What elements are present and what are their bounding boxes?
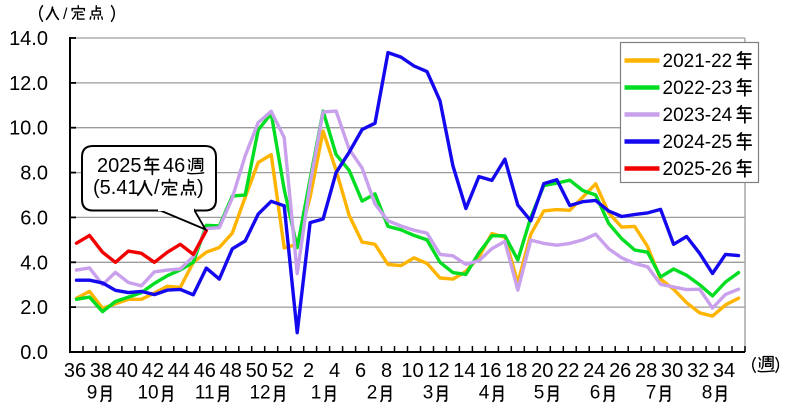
svg-text:44: 44	[168, 360, 190, 382]
svg-text:2025: 2025	[97, 155, 142, 177]
svg-text:34: 34	[713, 360, 735, 382]
svg-text:5: 5	[534, 383, 545, 404]
svg-text:46: 46	[194, 360, 216, 382]
svg-text:11: 11	[195, 383, 215, 404]
svg-text:/: /	[63, 6, 68, 23]
svg-text:2021-22: 2021-22	[663, 51, 733, 72]
svg-text:36: 36	[64, 360, 86, 382]
svg-text:10: 10	[137, 383, 158, 404]
svg-text:7: 7	[646, 383, 657, 404]
svg-text:/: /	[154, 177, 160, 199]
svg-text:14: 14	[453, 360, 475, 382]
svg-text:12: 12	[427, 360, 449, 382]
svg-text:16: 16	[479, 360, 501, 382]
svg-text:30: 30	[661, 360, 683, 382]
svg-text:42: 42	[142, 360, 164, 382]
svg-text:2.0: 2.0	[20, 297, 48, 319]
svg-text:32: 32	[687, 360, 709, 382]
svg-text:2024-25: 2024-25	[663, 132, 733, 153]
svg-text:4: 4	[329, 360, 340, 382]
svg-text:2025-26: 2025-26	[663, 159, 733, 180]
svg-text:2023-24: 2023-24	[663, 105, 733, 126]
svg-text:8.0: 8.0	[20, 163, 48, 185]
svg-text:0.0: 0.0	[20, 342, 48, 364]
svg-text:46: 46	[163, 155, 185, 177]
svg-text:4: 4	[479, 383, 490, 404]
svg-text:(5.41: (5.41	[93, 177, 139, 199]
svg-text:26: 26	[609, 360, 631, 382]
svg-text:48: 48	[220, 360, 242, 382]
svg-text:6.0: 6.0	[20, 207, 48, 229]
svg-text:9: 9	[87, 383, 98, 404]
svg-text:20: 20	[531, 360, 553, 382]
svg-text:8: 8	[381, 360, 392, 382]
svg-text:12: 12	[249, 383, 270, 404]
svg-text:8: 8	[702, 383, 713, 404]
svg-text:10.0: 10.0	[9, 118, 48, 140]
svg-text:1: 1	[311, 383, 322, 404]
svg-text:18: 18	[505, 360, 527, 382]
svg-text:2022-23: 2022-23	[663, 78, 733, 99]
svg-text:40: 40	[116, 360, 138, 382]
svg-text:4.0: 4.0	[20, 252, 48, 274]
svg-text:24: 24	[583, 360, 605, 382]
svg-text:22: 22	[557, 360, 579, 382]
svg-text:): )	[197, 177, 204, 199]
svg-text:6: 6	[590, 383, 601, 404]
svg-text:3: 3	[423, 383, 434, 404]
svg-text:10: 10	[401, 360, 423, 382]
svg-text:12.0: 12.0	[9, 73, 48, 95]
svg-text:2: 2	[367, 383, 378, 404]
svg-text:6: 6	[355, 360, 366, 382]
svg-text:2: 2	[303, 360, 314, 382]
svg-text:38: 38	[90, 360, 112, 382]
svg-text:52: 52	[272, 360, 294, 382]
svg-text:50: 50	[246, 360, 268, 382]
svg-text:28: 28	[635, 360, 657, 382]
svg-text:14.0: 14.0	[9, 28, 48, 50]
